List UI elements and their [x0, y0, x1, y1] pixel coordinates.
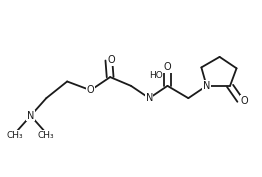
Text: O: O [108, 55, 115, 65]
Text: N: N [203, 81, 210, 91]
Text: CH₃: CH₃ [7, 130, 23, 139]
Text: N: N [146, 93, 153, 103]
Text: O: O [241, 96, 248, 106]
Text: O: O [164, 62, 171, 72]
Text: CH₃: CH₃ [38, 130, 54, 139]
Text: HO: HO [149, 71, 163, 80]
Text: O: O [87, 85, 94, 95]
Text: N: N [27, 111, 34, 121]
